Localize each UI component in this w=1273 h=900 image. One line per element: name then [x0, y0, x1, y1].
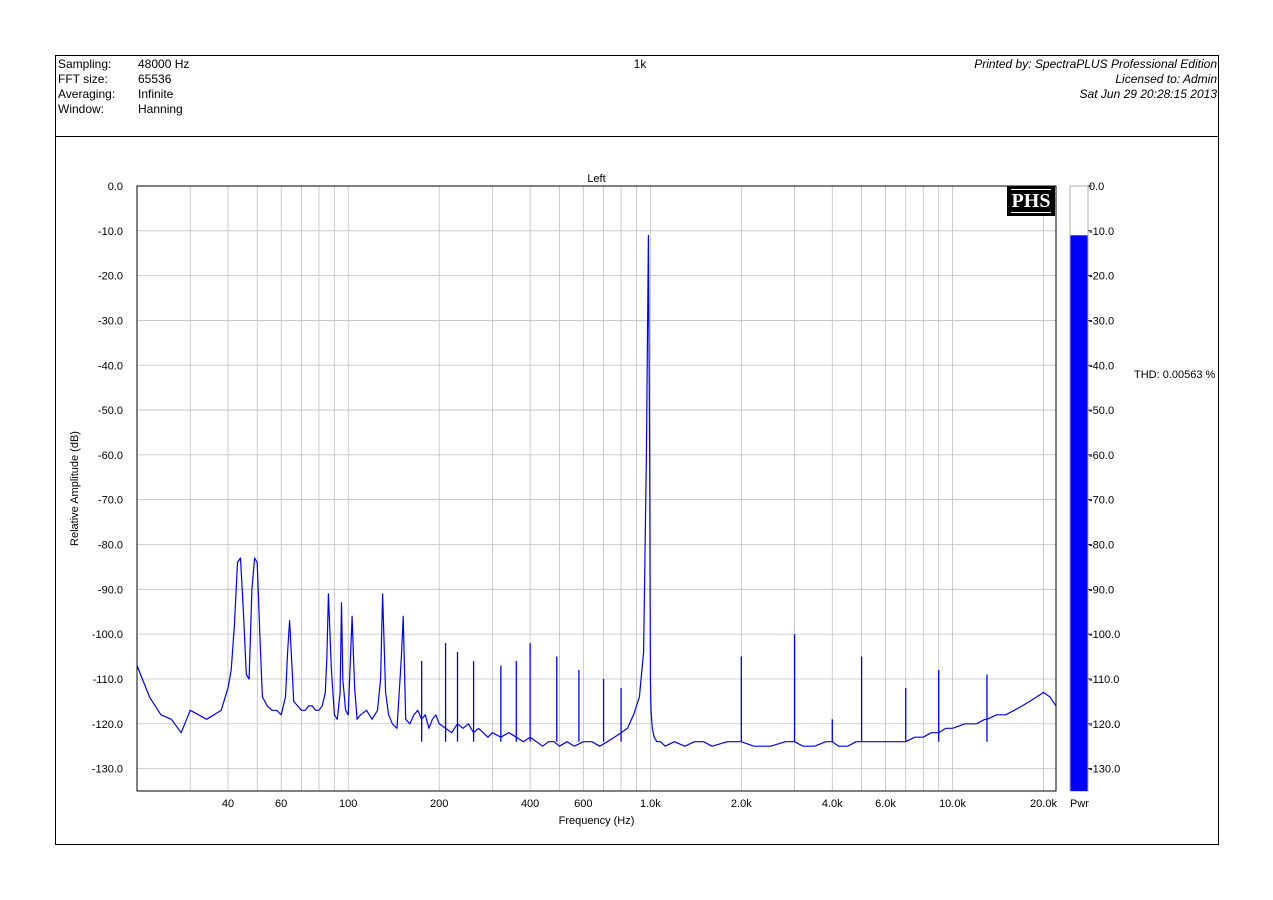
report-frame [55, 55, 1219, 845]
power-bar-tick-label: -70.0 [1089, 495, 1114, 507]
sampling-value: 48000 Hz [138, 57, 190, 71]
report-title: 1k [633, 57, 647, 71]
y-tick-label: -120.0 [92, 719, 123, 731]
licensed-to: Licensed to: Admin [1115, 72, 1217, 86]
x-tick-label: 4.0k [822, 798, 843, 810]
averaging-value: Infinite [138, 87, 174, 101]
power-bar-label: Pwr [1070, 798, 1089, 810]
x-tick-label: 6.0k [875, 798, 896, 810]
power-bar-tick-label: -80.0 [1089, 540, 1114, 552]
window-label: Window: [58, 102, 105, 116]
window-value: Hanning [138, 102, 183, 116]
chart-title: Left [587, 173, 605, 185]
y-tick-label: -40.0 [98, 360, 123, 372]
x-tick-label: 10.0k [939, 798, 966, 810]
y-tick-label: -70.0 [98, 495, 123, 507]
x-tick-label: 40 [222, 798, 234, 810]
power-bar-tick-label: -20.0 [1089, 271, 1114, 283]
x-tick-label: 400 [521, 798, 539, 810]
x-tick-label: 2.0k [731, 798, 752, 810]
plot-area [137, 186, 1056, 791]
power-bar-fill [1070, 235, 1088, 792]
y-tick-label: -90.0 [98, 584, 123, 596]
y-tick-label: -10.0 [98, 226, 123, 238]
power-bar-tick-label: -50.0 [1089, 405, 1114, 417]
y-tick-label: -130.0 [92, 764, 123, 776]
thd-readout: THD: 0.00563 % [1134, 369, 1216, 381]
x-tick-label: 20.0k [1030, 798, 1057, 810]
power-bar-tick-label: 0.0 [1089, 181, 1104, 193]
phs-logo-text: PHS [1010, 189, 1052, 213]
power-bar-tick-label: -40.0 [1089, 360, 1114, 372]
print-info: Printed by: SpectraPLUS Professional Edi… [974, 57, 1217, 102]
averaging-label: Averaging: [58, 87, 116, 101]
fft-size-label: FFT size: [58, 72, 108, 86]
plot-frame [136, 185, 1057, 792]
y-tick-label: -20.0 [98, 271, 123, 283]
sampling-label: Sampling: [58, 57, 112, 71]
y-tick-label: -110.0 [93, 674, 123, 686]
settings-values: 48000 Hz 65536 Infinite Hanning [138, 57, 189, 117]
power-bar-tick-label: -60.0 [1089, 450, 1114, 462]
header-divider [55, 136, 1219, 137]
x-tick-label: 600 [574, 798, 592, 810]
x-tick-label: 1.0k [640, 798, 661, 810]
power-bar-tick-label: -90.0 [1089, 584, 1114, 596]
x-tick-label: 100 [339, 798, 357, 810]
print-timestamp: Sat Jun 29 20:28:15 2013 [1079, 87, 1217, 101]
y-tick-label: -50.0 [98, 405, 123, 417]
printed-by: Printed by: SpectraPLUS Professional Edi… [974, 57, 1217, 71]
y-axis-label: Relative Amplitude (dB) [69, 431, 81, 546]
y-tick-label: -60.0 [98, 450, 123, 462]
y-tick-label: -100.0 [92, 629, 123, 641]
phs-logo: PHS [1007, 186, 1055, 216]
power-bar-tick-label: -130.0 [1089, 764, 1120, 776]
power-bar-tick-label: -10.0 [1089, 226, 1114, 238]
spectrum-trace [136, 234, 1057, 747]
y-tick-label: 0.0 [108, 181, 123, 193]
power-bar-tick-label: -120.0 [1089, 719, 1120, 731]
x-axis-label: Frequency (Hz) [559, 815, 635, 827]
settings-labels: Sampling: FFT size: Averaging: Window: [58, 57, 115, 117]
fft-size-value: 65536 [138, 72, 172, 86]
power-bar-tick-label: -30.0 [1089, 315, 1114, 327]
power-bar-tick-label: -110.0 [1089, 674, 1119, 686]
x-tick-label: 60 [275, 798, 287, 810]
x-tick-label: 200 [430, 798, 448, 810]
power-bar-tick-label: -100.0 [1089, 629, 1120, 641]
y-tick-label: -30.0 [98, 315, 123, 327]
y-tick-label: -80.0 [98, 540, 123, 552]
